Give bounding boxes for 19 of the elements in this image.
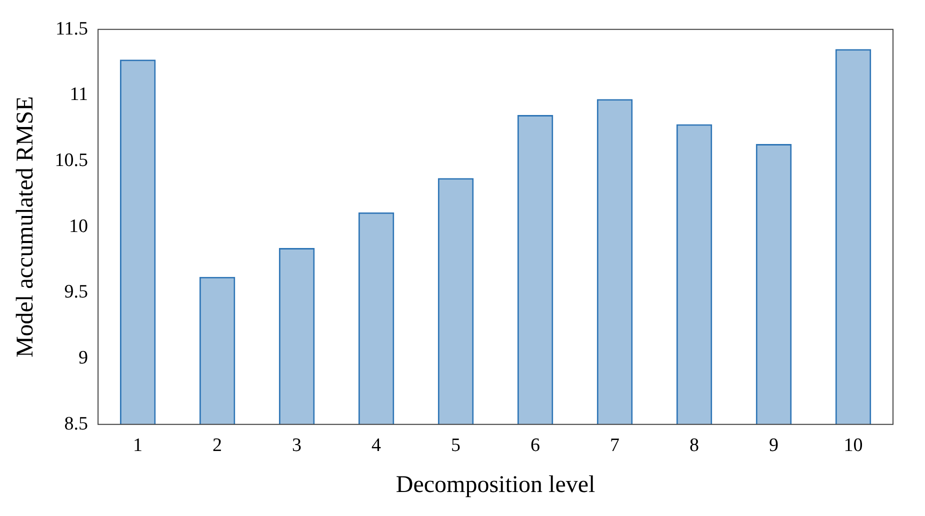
x-tick-label: 9 bbox=[769, 434, 779, 456]
x-tick-label: 10 bbox=[844, 434, 863, 456]
y-tick-label: 10.5 bbox=[54, 150, 88, 172]
x-tick-label: 7 bbox=[610, 434, 620, 456]
x-axis-title: Decomposition level bbox=[396, 472, 596, 498]
y-tick-label: 9.5 bbox=[64, 282, 88, 303]
y-tick-label: 9 bbox=[78, 348, 88, 369]
y-tick-label: 11 bbox=[70, 84, 88, 106]
x-tick-label: 2 bbox=[212, 434, 222, 456]
y-tick-label: 11.5 bbox=[56, 18, 88, 40]
x-tick-label: 5 bbox=[451, 434, 461, 456]
y-tick-label: 8.5 bbox=[64, 413, 88, 434]
y-axis-title: Model accumulated RMSE bbox=[12, 96, 39, 358]
y-tick-label: 10 bbox=[69, 216, 88, 237]
x-tick-label: 1 bbox=[133, 434, 143, 456]
x-tick-label: 6 bbox=[530, 434, 540, 456]
x-tick-label: 3 bbox=[292, 434, 302, 456]
x-tick-label: 8 bbox=[690, 434, 700, 456]
x-tick-label: 4 bbox=[372, 434, 382, 456]
